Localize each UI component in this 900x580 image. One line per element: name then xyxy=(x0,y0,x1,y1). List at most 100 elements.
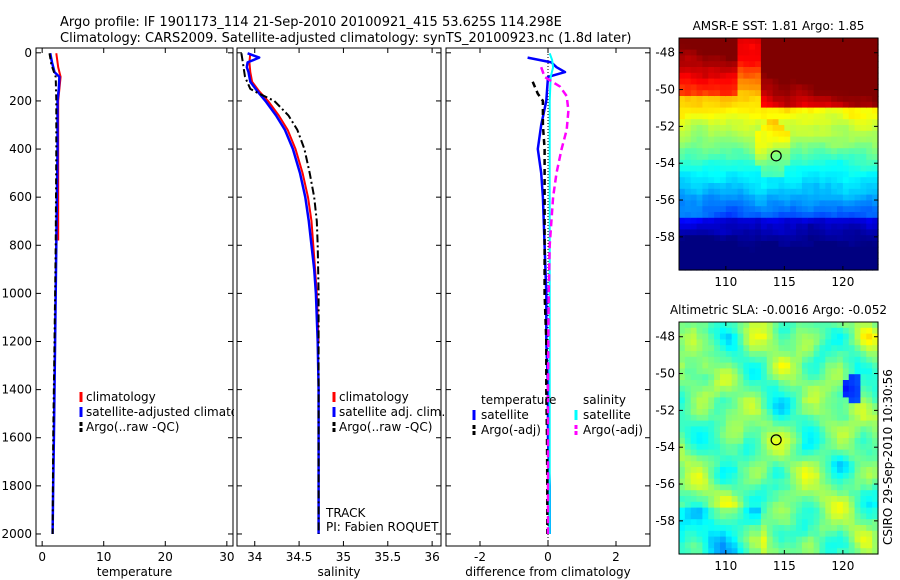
heatmap-cell xyxy=(872,420,879,427)
heatmap-cell xyxy=(755,525,762,532)
heatmap-cell xyxy=(848,200,856,207)
heatmap-cell xyxy=(725,171,733,178)
heatmap-cell xyxy=(690,455,698,462)
heatmap-cell xyxy=(872,217,879,225)
heatmap-cell xyxy=(684,38,692,45)
heatmap-cell xyxy=(854,38,862,45)
heatmap-cell xyxy=(778,241,785,248)
heatmap-cell xyxy=(766,43,774,51)
heatmap-cell xyxy=(784,212,791,219)
heatmap-cell xyxy=(749,130,756,138)
heatmap-cell xyxy=(778,223,785,230)
heatmap-cell xyxy=(860,252,867,259)
heatmap-cell xyxy=(755,142,762,149)
y-tick-label: 800 xyxy=(9,238,32,252)
heatmap-cell xyxy=(825,38,832,45)
heatmap-cell xyxy=(813,322,821,329)
heatmap-cell xyxy=(696,200,704,207)
heatmap-cell xyxy=(679,368,686,375)
heatmap-cell xyxy=(790,478,797,485)
heatmap-cell xyxy=(790,525,797,532)
heatmap-cell xyxy=(679,229,686,236)
heatmap-cell xyxy=(749,449,756,456)
heatmap-cell xyxy=(725,333,733,340)
heatmap-cell xyxy=(796,55,803,62)
heatmap-cell xyxy=(702,449,709,456)
heatmap-cell xyxy=(848,327,856,335)
heatmap-cell xyxy=(796,72,803,80)
heatmap-cell xyxy=(737,194,744,201)
heatmap-cell xyxy=(766,403,774,410)
heatmap-cell xyxy=(737,490,744,497)
heatmap-cell xyxy=(790,356,797,364)
heatmap-cell xyxy=(848,223,856,230)
heatmap-cell xyxy=(731,101,739,109)
heatmap-cell xyxy=(837,194,844,201)
heatmap-cell xyxy=(714,501,721,509)
heatmap-cell xyxy=(784,327,791,335)
heatmap-cell xyxy=(766,67,774,74)
heatmap-cell xyxy=(784,246,791,254)
heatmap-cell xyxy=(696,96,704,103)
heatmap-cell xyxy=(684,339,692,346)
heatmap-cell xyxy=(866,252,873,259)
heatmap-cell xyxy=(848,241,856,248)
heatmap-cell xyxy=(790,530,797,538)
heatmap-cell xyxy=(708,420,715,427)
heatmap-cell xyxy=(831,43,838,51)
heatmap-cell xyxy=(854,171,862,178)
heatmap-cell xyxy=(837,484,844,491)
heatmap-cell xyxy=(796,159,803,167)
heatmap-cell xyxy=(725,507,733,514)
heatmap-cell xyxy=(842,67,850,74)
heatmap-cell xyxy=(749,507,756,514)
heatmap-cell xyxy=(778,252,785,259)
heatmap-cell xyxy=(790,246,797,254)
heatmap-cell xyxy=(772,96,780,103)
legend-label: Argo(..raw -QC) xyxy=(86,420,179,434)
heatmap-cell xyxy=(807,235,815,242)
heatmap-cell xyxy=(813,403,821,410)
heatmap-cell xyxy=(819,420,826,427)
heatmap-cell xyxy=(737,368,744,375)
heatmap-cell xyxy=(743,420,750,427)
heatmap-cell xyxy=(690,188,698,196)
heatmap-cell xyxy=(860,356,867,364)
heatmap-cell xyxy=(872,484,879,491)
heatmap-cell xyxy=(714,72,721,80)
heatmap-cell xyxy=(708,327,715,335)
heatmap-cell xyxy=(743,188,750,196)
heatmap-cell xyxy=(854,206,862,213)
heatmap-cell xyxy=(831,374,838,381)
heatmap-cell xyxy=(796,374,803,381)
heatmap-cell xyxy=(714,84,721,91)
heatmap-cell xyxy=(708,235,715,242)
heatmap-cell xyxy=(696,333,704,340)
heatmap-cell xyxy=(719,229,727,236)
heatmap-cell xyxy=(860,113,867,120)
heatmap-cell xyxy=(784,165,791,172)
heatmap-cell xyxy=(778,61,785,68)
heatmap-cell xyxy=(719,235,727,242)
heatmap-cell xyxy=(801,449,809,456)
heatmap-cell xyxy=(708,241,715,248)
heatmap-cell xyxy=(860,519,867,526)
heatmap-cell xyxy=(719,188,727,196)
heatmap-cell xyxy=(813,356,821,364)
heatmap-cell xyxy=(854,217,862,225)
heatmap-cell xyxy=(860,536,867,543)
heatmap-cell xyxy=(784,113,791,120)
heatmap-cell xyxy=(708,165,715,172)
heatmap-cell xyxy=(784,101,791,109)
heatmap-cell xyxy=(854,461,862,468)
heatmap-cell xyxy=(725,414,733,422)
heatmap-cell xyxy=(796,107,803,114)
heatmap-cell xyxy=(854,200,862,207)
heatmap-cell xyxy=(801,362,809,369)
heatmap-cell xyxy=(790,472,797,480)
heatmap-cell xyxy=(860,391,867,398)
heatmap-cell xyxy=(784,90,791,97)
heatmap-cell xyxy=(848,525,856,532)
heatmap-cell xyxy=(684,154,692,161)
heatmap-cell xyxy=(679,403,686,410)
